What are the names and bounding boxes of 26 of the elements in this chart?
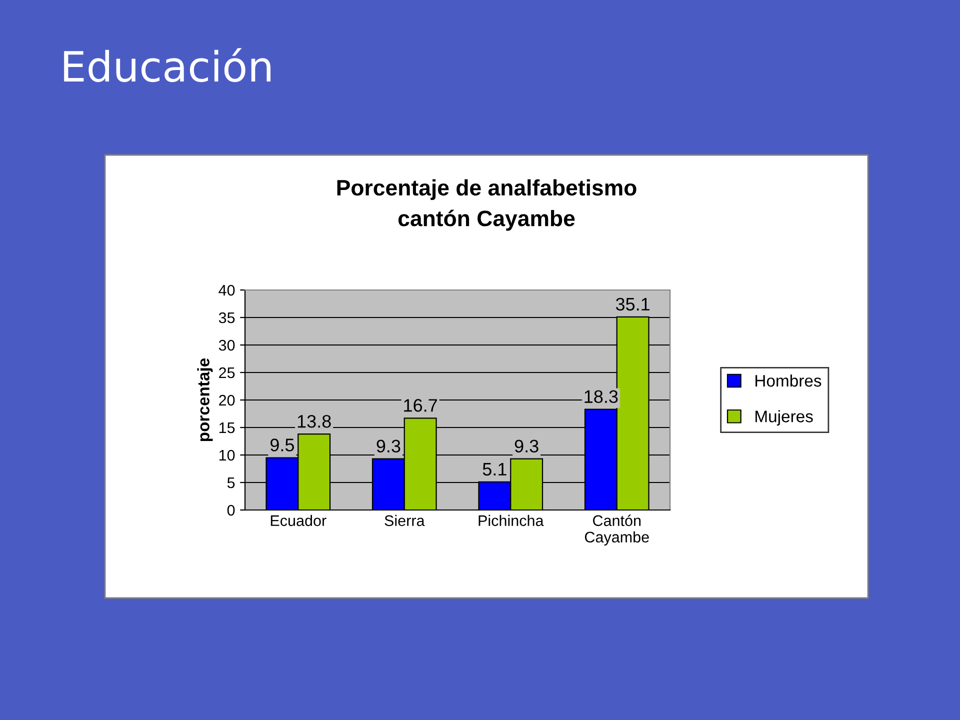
y-tick-label: 5 bbox=[227, 478, 235, 488]
y-tick-label: 20 bbox=[219, 394, 235, 406]
data-label: 16.7 bbox=[404, 399, 437, 412]
data-label: 5.1 bbox=[482, 463, 506, 476]
data-label: 9.3 bbox=[514, 440, 538, 453]
legend-label: Mujeres bbox=[756, 410, 813, 426]
data-label: 13.8 bbox=[298, 414, 331, 428]
data-label: 18.3 bbox=[584, 390, 618, 404]
legend-label: Hombres bbox=[756, 374, 822, 387]
y-axis-title: porcentaje bbox=[197, 358, 213, 442]
text: Educación bbox=[64, 48, 270, 82]
y-tick-label: 40 bbox=[218, 284, 235, 296]
y-tick-label: 10 bbox=[219, 450, 235, 461]
x-tick-label: Ecuador bbox=[270, 514, 326, 526]
y-tick-label: 30 bbox=[218, 340, 235, 351]
data-label: 9.3 bbox=[376, 440, 400, 453]
data-label: 35.1 bbox=[616, 298, 650, 311]
y-tick-label: 35 bbox=[218, 312, 235, 324]
y-tick-label: 0 bbox=[227, 504, 235, 516]
chart-title: Porcentaje de analfabetismo cantón Cayambe bbox=[337, 179, 636, 231]
data-label: 9.5 bbox=[270, 438, 294, 452]
x-tick-label: Sierra bbox=[384, 514, 425, 526]
x-tick-label: Cantón Cayambe bbox=[584, 514, 649, 546]
x-tick-label: Pichincha bbox=[478, 514, 544, 526]
y-tick-label: 25 bbox=[219, 367, 235, 378]
y-tick-label: 15 bbox=[219, 422, 235, 434]
